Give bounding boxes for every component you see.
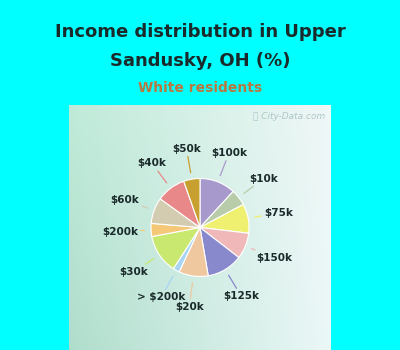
- Text: $200k: $200k: [102, 226, 144, 237]
- Wedge shape: [179, 228, 208, 276]
- Wedge shape: [200, 191, 243, 228]
- Wedge shape: [200, 178, 233, 228]
- Text: $30k: $30k: [119, 259, 154, 277]
- Text: Income distribution in Upper: Income distribution in Upper: [55, 23, 345, 41]
- Text: White residents: White residents: [138, 80, 262, 94]
- Text: $125k: $125k: [223, 275, 259, 301]
- Wedge shape: [184, 178, 200, 228]
- Text: $60k: $60k: [110, 195, 148, 208]
- Wedge shape: [200, 228, 239, 276]
- Text: $40k: $40k: [138, 159, 167, 183]
- Wedge shape: [151, 199, 200, 228]
- Wedge shape: [200, 204, 249, 233]
- Text: $150k: $150k: [252, 248, 292, 263]
- Text: Sandusky, OH (%): Sandusky, OH (%): [110, 52, 290, 70]
- Wedge shape: [173, 228, 200, 272]
- Text: $75k: $75k: [255, 208, 293, 218]
- Wedge shape: [200, 228, 249, 258]
- Wedge shape: [151, 223, 200, 237]
- Text: $10k: $10k: [244, 174, 278, 194]
- Text: $20k: $20k: [175, 282, 204, 312]
- Text: $50k: $50k: [172, 144, 201, 173]
- Text: $100k: $100k: [211, 148, 247, 176]
- Wedge shape: [152, 228, 200, 269]
- Text: ⓘ City-Data.com: ⓘ City-Data.com: [253, 112, 326, 121]
- Text: > $200k: > $200k: [137, 276, 185, 302]
- Wedge shape: [160, 181, 200, 228]
